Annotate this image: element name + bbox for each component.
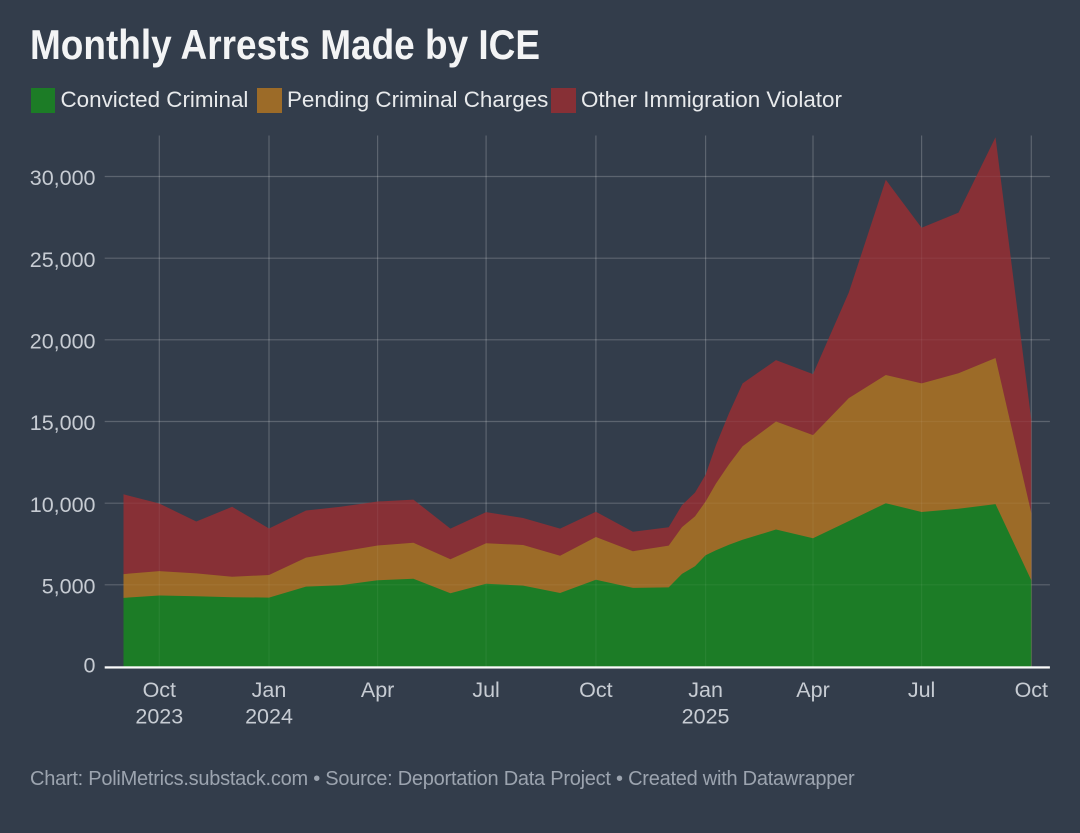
svg-text:Oct: Oct <box>579 678 612 702</box>
svg-text:10,000: 10,000 <box>30 493 96 517</box>
svg-text:20,000: 20,000 <box>30 329 96 353</box>
svg-text:Jan: Jan <box>688 678 723 702</box>
svg-text:2023: 2023 <box>135 705 183 729</box>
svg-text:25,000: 25,000 <box>30 248 96 272</box>
svg-text:Oct: Oct <box>1015 678 1048 702</box>
svg-text:Oct: Oct <box>143 678 176 702</box>
svg-text:5,000: 5,000 <box>42 574 96 598</box>
svg-text:Jan: Jan <box>252 678 287 702</box>
svg-text:Apr: Apr <box>361 678 394 702</box>
svg-text:2024: 2024 <box>245 705 293 729</box>
svg-text:0: 0 <box>84 654 96 678</box>
svg-text:15,000: 15,000 <box>30 411 96 435</box>
svg-text:30,000: 30,000 <box>30 166 96 190</box>
svg-text:Apr: Apr <box>796 678 829 702</box>
svg-text:Jul: Jul <box>908 678 935 702</box>
svg-text:2025: 2025 <box>682 705 730 729</box>
svg-text:Jul: Jul <box>472 678 499 702</box>
